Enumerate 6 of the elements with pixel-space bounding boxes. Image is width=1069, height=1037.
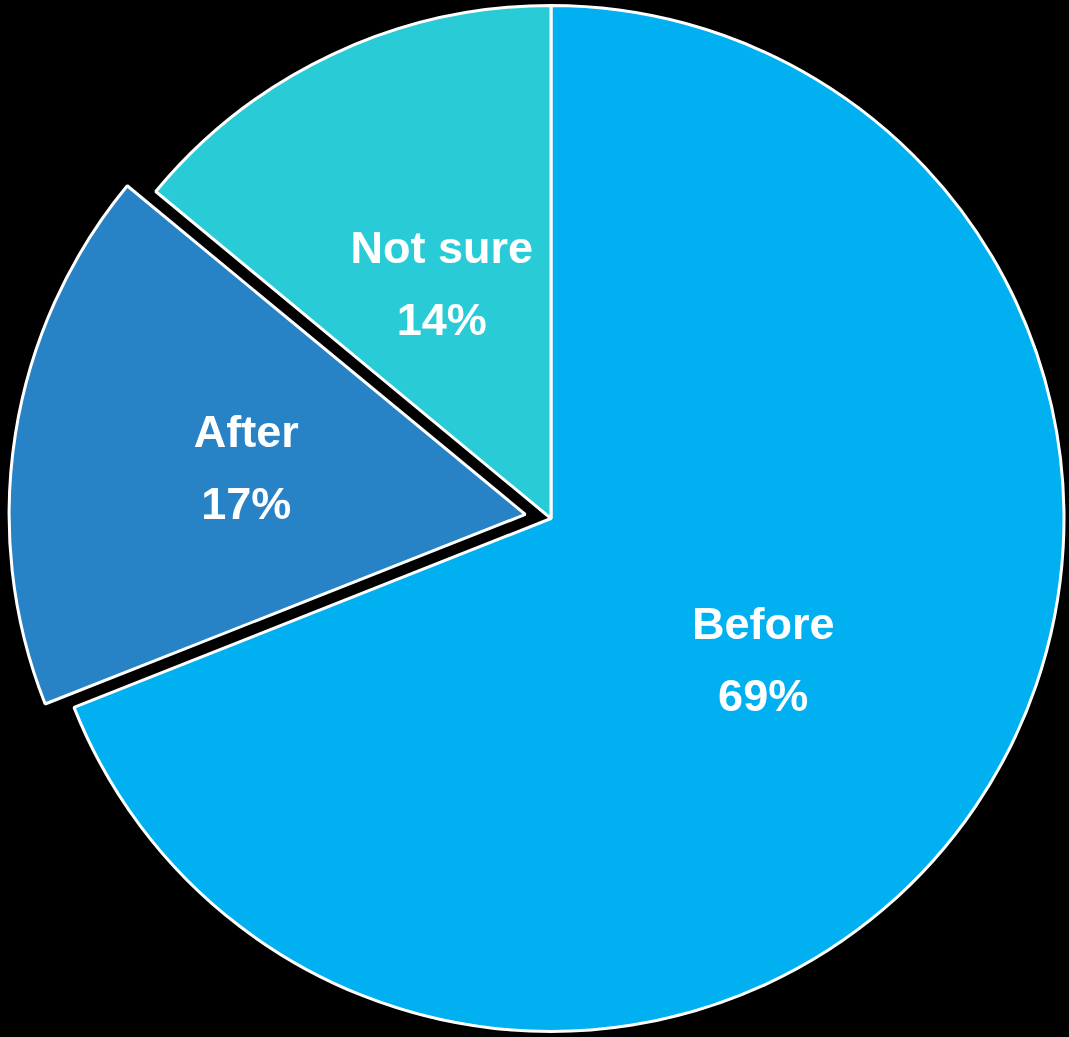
data-label: 69% <box>718 670 809 722</box>
slice-label: After <box>193 405 299 457</box>
slice-label: Not sure <box>350 221 534 273</box>
slice-label: Before <box>691 598 835 650</box>
data-label: 17% <box>201 477 292 529</box>
data-label: 14% <box>396 293 487 345</box>
